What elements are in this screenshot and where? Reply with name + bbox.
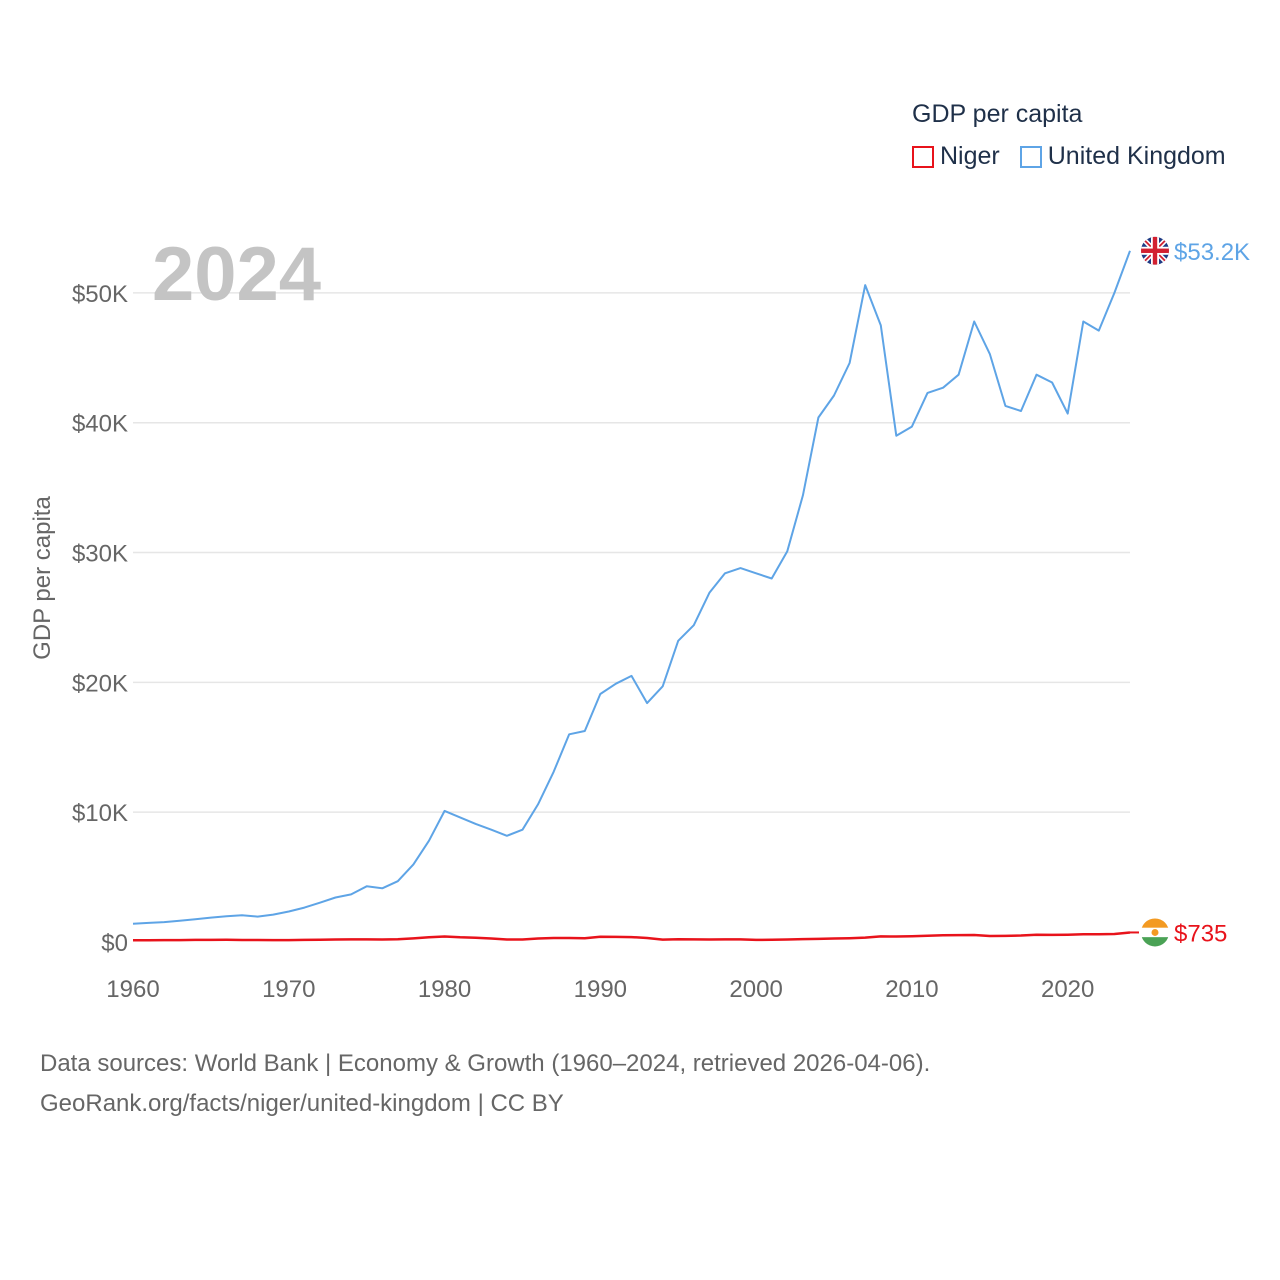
- y-tick-label: $50K: [72, 281, 128, 308]
- legend-item-united-kingdom[interactable]: United Kingdom: [1019, 142, 1226, 171]
- legend-label-united-kingdom: United Kingdom: [1047, 142, 1226, 170]
- legend: Niger United Kingdom: [912, 142, 1246, 171]
- flag-icon-niger: [1130, 918, 1169, 947]
- y-tick-label: $20K: [72, 670, 128, 697]
- y-tick-label: $0: [101, 930, 128, 957]
- x-tick-label: 1980: [418, 976, 471, 1003]
- y-axis-ticks: $0 $10K $20K $30K $40K $50K: [72, 281, 128, 957]
- legend-label-niger: Niger: [940, 142, 1000, 170]
- grid-lines: [133, 292, 1130, 813]
- year-label: 2024: [152, 232, 321, 317]
- x-tick-label: 1990: [574, 976, 627, 1003]
- series-lines: [132, 250, 1131, 942]
- x-tick-label: 1970: [262, 976, 315, 1003]
- attribution-link[interactable]: GeoRank.org/facts/niger/united-kingdom |…: [40, 1090, 564, 1117]
- x-tick-label: 2020: [1041, 976, 1094, 1003]
- legend-swatch-niger: [912, 145, 934, 168]
- end-value-label-united-kingdom: $53.2K: [1174, 239, 1250, 266]
- data-source-text: Data sources: World Bank | Economy & Gro…: [40, 1050, 931, 1077]
- legend-item-niger[interactable]: Niger: [912, 142, 1000, 171]
- x-tick-label: 2010: [885, 976, 938, 1003]
- legend-swatch-united-kingdom: [1019, 145, 1042, 168]
- end-value-label-niger: $735: [1174, 920, 1227, 947]
- y-tick-label: $40K: [72, 411, 128, 438]
- x-tick-label: 2000: [729, 976, 782, 1003]
- footer: Data sources: World Bank | Economy & Gro…: [40, 1044, 930, 1124]
- y-tick-label: $10K: [72, 800, 128, 827]
- flag-icon-united-kingdom: [1141, 236, 1169, 265]
- legend-title: GDP per capita: [912, 100, 1083, 128]
- y-tick-label: $30K: [72, 541, 128, 568]
- y-axis-title: GDP per capita: [29, 496, 56, 660]
- series-line-united-kingdom[interactable]: [132, 250, 1131, 925]
- x-axis-ticks: 1960 1970 1980 1990 2000 2010 2020: [106, 976, 1094, 1003]
- x-tick-label: 1960: [106, 976, 159, 1003]
- series-end-markers: $53.2K $735: [1130, 236, 1250, 947]
- series-line-niger[interactable]: [132, 931, 1131, 942]
